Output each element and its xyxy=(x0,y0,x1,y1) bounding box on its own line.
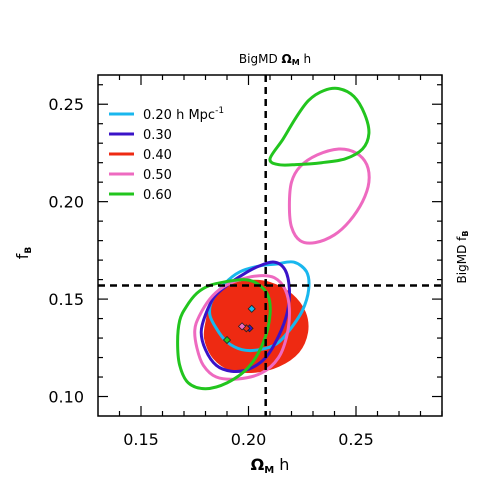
right-axis-title-prefix: BigMD f xyxy=(455,236,469,284)
legend-label: 0.30 xyxy=(143,128,172,143)
y-axis-title-subscript: B xyxy=(24,247,34,254)
legend-label: 0.50 xyxy=(143,168,172,183)
contour-line-0.60-1 xyxy=(268,86,371,167)
center-marker-0.50 xyxy=(237,322,247,331)
y-tick-label: 0.15 xyxy=(48,290,84,309)
legend-entry-0.30: 0.30 xyxy=(143,128,172,143)
center-marker-0.60 xyxy=(222,335,232,345)
center-markers xyxy=(222,304,256,345)
legend-unit-exponent: -1 xyxy=(215,106,224,116)
contour-line-0.30-0 xyxy=(199,260,291,373)
reference-lines xyxy=(98,75,442,416)
top-axis-title-subscript: M xyxy=(292,58,300,67)
legend-entry-0.20: 0.20 h Mpc-1 xyxy=(143,106,224,123)
contour-line-0.60-0 xyxy=(176,278,272,391)
x-tick-label: 0.20 xyxy=(231,430,267,449)
legend-unit: h Mpc xyxy=(172,108,215,123)
top-axis-title-prefix: BigMD xyxy=(239,52,282,66)
center-marker-0.20 xyxy=(247,304,256,313)
x-axis-title: ΩM h xyxy=(251,455,290,476)
y-tick-label: 0.10 xyxy=(48,388,84,407)
x-axis-title-symbol: Ω xyxy=(251,455,265,474)
right-axis-title: BigMD fB xyxy=(455,231,470,284)
y-axis-title: fB xyxy=(13,247,34,260)
legend-entry-0.50: 0.50 xyxy=(143,168,172,183)
contour-line-0.50-1 xyxy=(287,147,371,245)
legend: 0.20 h Mpc-1 0.30 0.40 0.50 0.60 xyxy=(109,106,224,203)
x-axis-title-subscript: M xyxy=(264,465,274,476)
legend-entry-0.40: 0.40 xyxy=(143,148,172,163)
x-axis-title-rest: h xyxy=(274,455,289,474)
axes: 0.15 0.20 0.25 0.10 0.15 0.20 0.25 xyxy=(48,74,443,449)
legend-label: 0.60 xyxy=(143,188,172,203)
contour-lines xyxy=(176,86,371,391)
right-axis-title-subscript: B xyxy=(461,231,470,237)
y-axis-title-symbol: f xyxy=(13,253,32,259)
y-tick-label: 0.25 xyxy=(48,95,84,114)
top-axis-title-rest: h xyxy=(300,52,311,66)
y-tick-label: 0.20 xyxy=(48,193,84,212)
top-axis-title: BigMD ΩM h xyxy=(239,52,311,67)
x-tick-label: 0.15 xyxy=(123,430,159,449)
legend-label: 0.40 xyxy=(143,148,172,163)
x-tick-label: 0.25 xyxy=(338,430,374,449)
legend-entry-0.60: 0.60 xyxy=(143,188,172,203)
legend-label: 0.20 xyxy=(143,108,172,123)
top-axis-title-symbol: Ω xyxy=(282,52,292,66)
